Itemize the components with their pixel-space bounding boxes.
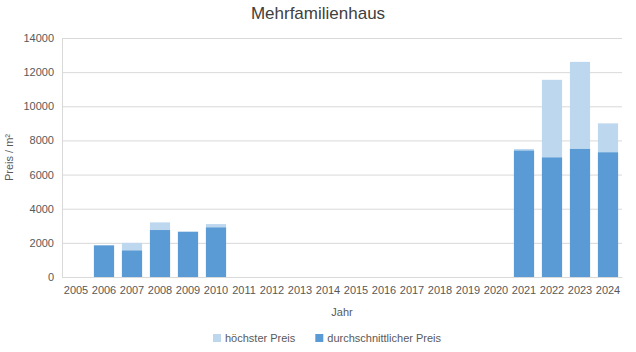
- grid-line: [62, 106, 622, 107]
- x-tick: 2008: [148, 277, 172, 296]
- x-tick-label: 2012: [260, 284, 284, 296]
- x-tick-label: 2005: [64, 284, 88, 296]
- bar: [206, 224, 226, 277]
- y-tick: 12000: [23, 66, 622, 78]
- series: [94, 62, 618, 277]
- legend-label: durchschnittlicher Preis: [327, 332, 441, 344]
- bar: [150, 230, 170, 277]
- x-tick: 2006: [92, 277, 116, 296]
- x-tick-label: 2013: [288, 284, 312, 296]
- y-axis: 0 2000 4000 6000 8000 10000 12000 14000: [23, 32, 622, 283]
- x-tick: 2019: [456, 277, 480, 296]
- x-tick: 2018: [428, 277, 452, 296]
- legend-item: höchster Preis: [213, 332, 296, 344]
- y-tick-label: 12000: [23, 66, 54, 78]
- grid-line: [62, 175, 622, 176]
- y-tick-label: 8000: [30, 134, 54, 146]
- bar: [514, 149, 534, 277]
- bar: [94, 245, 114, 277]
- bar: [570, 62, 590, 277]
- bar: [598, 152, 618, 277]
- x-tick-label: 2022: [540, 284, 564, 296]
- legend: höchster Preis durchschnittlicher Preis: [213, 332, 442, 344]
- bar: [542, 158, 562, 278]
- grid-line: [62, 140, 622, 141]
- x-tick-label: 2020: [484, 284, 508, 296]
- bar: [150, 222, 170, 277]
- legend-item: durchschnittlicher Preis: [315, 332, 441, 344]
- x-tick: 2012: [260, 277, 284, 296]
- x-tick-label: 2008: [148, 284, 172, 296]
- bar: [570, 149, 590, 277]
- x-tick: 2017: [400, 277, 424, 296]
- series: [94, 149, 618, 277]
- y-tick-label: 2000: [30, 237, 54, 249]
- title: Mehrfamilienhaus: [251, 4, 385, 23]
- x-tick-label: 2011: [232, 284, 256, 296]
- y-tick-label: 10000: [23, 100, 54, 112]
- bar: [598, 123, 618, 277]
- y-tick-label: 4000: [30, 203, 54, 215]
- x-tick-label: 2006: [92, 284, 116, 296]
- bar: [94, 245, 114, 277]
- x-tick: 2022: [540, 277, 564, 296]
- bar: [542, 80, 562, 277]
- x-tick: 2011: [232, 277, 256, 296]
- x-tick: 2005: [64, 277, 88, 296]
- bar: [122, 243, 142, 277]
- y-tick: 14000: [23, 32, 622, 44]
- x-tick-label: 2021: [512, 284, 536, 296]
- y-tick: 10000: [23, 100, 622, 112]
- y-axis-line: [63, 39, 623, 278]
- grid-line: [62, 72, 622, 73]
- x-tick: 2014: [316, 277, 340, 296]
- y-tick: 8000: [30, 134, 622, 146]
- x-tick: 2020: [484, 277, 508, 296]
- y-axis-title: Preis / m²: [3, 134, 15, 181]
- y-tick-label: 14000: [23, 32, 54, 44]
- grid-line: [62, 277, 622, 278]
- x-tick: 2010: [204, 277, 228, 296]
- plot: 0 2000 4000 6000 8000 10000 12000 14000 2005 2006…: [23, 32, 622, 296]
- legend-label: höchster Preis: [225, 332, 296, 344]
- bar: [206, 227, 226, 277]
- x-tick-label: 2019: [456, 284, 480, 296]
- x-axis-line: [63, 277, 623, 278]
- y-tick-label: 6000: [30, 169, 54, 181]
- chart: Mehrfamilienhaus 0 2000 4000 6000 8000 10000 12…: [0, 0, 636, 352]
- grid-line: [62, 209, 622, 210]
- legend-swatch: [213, 334, 221, 342]
- x-tick-label: 2018: [428, 284, 452, 296]
- x-tick-label: 2015: [344, 284, 368, 296]
- y-tick-label: 0: [48, 271, 54, 283]
- x-axis: 2005 2006 2007 2008 2009 2010 2011 2012 2013 2014…: [63, 277, 623, 296]
- bar: [122, 251, 142, 277]
- x-tick: 2021: [512, 277, 536, 296]
- bar: [178, 232, 198, 277]
- x-tick-label: 2010: [204, 284, 228, 296]
- x-tick-label: 2007: [120, 284, 144, 296]
- grid-line: [62, 38, 622, 39]
- bar: [514, 151, 534, 277]
- x-tick: 2024: [596, 277, 620, 296]
- x-tick: 2015: [344, 277, 368, 296]
- x-tick-label: 2017: [400, 284, 424, 296]
- x-tick: 2016: [372, 277, 396, 296]
- x-tick-label: 2016: [372, 284, 396, 296]
- bar: [178, 232, 198, 277]
- legend-swatch: [315, 334, 323, 342]
- x-tick-label: 2023: [568, 284, 592, 296]
- x-tick-label: 2009: [176, 284, 200, 296]
- grid-line: [62, 243, 622, 244]
- x-tick: 2007: [120, 277, 144, 296]
- x-tick-label: 2014: [316, 284, 340, 296]
- x-tick: 2009: [176, 277, 200, 296]
- x-tick-label: 2024: [596, 284, 620, 296]
- x-tick: 2023: [568, 277, 592, 296]
- x-axis-title: Jahr: [331, 306, 353, 318]
- x-tick: 2013: [288, 277, 312, 296]
- bars: [94, 62, 618, 277]
